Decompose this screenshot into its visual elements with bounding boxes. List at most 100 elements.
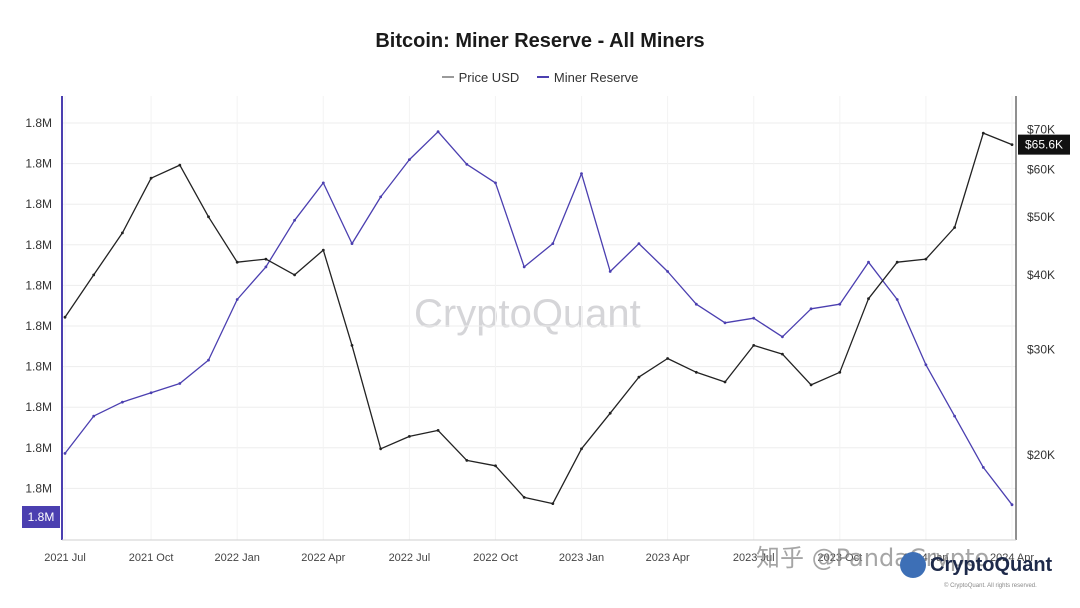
price-usd-line-point xyxy=(408,435,411,438)
x-tick-label: 2022 Jan xyxy=(215,552,260,564)
miner-reserve-line-point xyxy=(666,270,669,273)
miner-reserve-line-point xyxy=(178,382,182,385)
price-usd-line-point xyxy=(207,215,210,219)
price-usd-line-point xyxy=(92,273,96,277)
legend-item-reserve[interactable]: Miner Reserve xyxy=(536,69,639,85)
price-usd-line-point xyxy=(580,447,583,451)
right-tick-label: $60K xyxy=(1027,162,1055,176)
price-usd-line-point xyxy=(551,502,555,505)
miner-reserve-line-point xyxy=(895,298,899,301)
price-usd-line-point xyxy=(924,257,928,261)
left-tick-label: 1.8M xyxy=(25,278,52,292)
price-usd-line-point xyxy=(178,163,182,167)
x-tick-label: 2024 Apr xyxy=(990,552,1034,564)
price-usd-line-point xyxy=(752,344,756,347)
x-tick-label: 2023 Apr xyxy=(646,552,690,564)
right-tick-label: $50K xyxy=(1027,210,1055,224)
miner-reserve-line-point xyxy=(522,265,526,269)
price-usd-line-point xyxy=(350,344,354,347)
miner-reserve-line-point xyxy=(293,218,296,222)
series-layer xyxy=(63,130,1014,507)
price-usd-line-point xyxy=(149,176,153,180)
price-usd-line-point xyxy=(321,248,325,252)
miner-reserve-line-point xyxy=(838,302,842,306)
legend-label-reserve: Miner Reserve xyxy=(553,69,639,85)
price-usd-line-point xyxy=(63,315,67,319)
left-tick-label: 1.8M xyxy=(25,360,52,374)
x-tick-label: 2023 Oct xyxy=(817,552,862,564)
cryptoquant-watermark: CryptoQuant xyxy=(414,292,641,336)
miner-reserve-line-point xyxy=(608,270,612,273)
reserve-last-label: 1.8M xyxy=(28,510,55,524)
miner-reserve-line-point xyxy=(465,162,469,166)
price-last-label: $65.6K xyxy=(1025,138,1063,152)
price-usd-line-point xyxy=(637,375,641,379)
price-usd-line-point xyxy=(867,297,870,301)
axes xyxy=(61,96,1017,541)
left-tick-label: 1.8M xyxy=(25,197,52,211)
price-usd-line-point xyxy=(694,370,698,374)
left-tick-label: 1.8M xyxy=(25,441,52,455)
legend-label-price: Price USD xyxy=(458,69,520,85)
cryptoquant-logo: CryptoQuant xyxy=(900,552,1052,578)
miner-reserve-line-point xyxy=(953,414,956,418)
price-usd-line-point xyxy=(895,260,899,264)
miner-reserve-line-point xyxy=(92,414,96,418)
miner-reserve-line-point xyxy=(63,452,67,455)
price-usd-line-point xyxy=(981,131,985,135)
miner-reserve-line-point xyxy=(321,181,325,185)
miner-reserve-line-point xyxy=(723,321,727,325)
miner-reserve-line-point xyxy=(809,307,813,311)
grid-lines xyxy=(62,96,1016,540)
price-usd-line-point xyxy=(121,231,124,235)
tick-labels: 1.8M 1.8M 1.8M 1.8M 1.8M 1.8M 1.8M 1.8M 1.8M 1.8M… xyxy=(25,116,1055,564)
price-usd-line-point xyxy=(666,357,669,360)
miner-reserve-line-point xyxy=(149,391,153,395)
right-tick-label: $40K xyxy=(1027,268,1055,282)
price-last-badge xyxy=(1018,134,1070,155)
x-tick-label: 2021 Oct xyxy=(129,552,174,564)
legend-swatch-price xyxy=(441,76,454,78)
price-usd-line-point xyxy=(235,260,239,264)
price-usd-line-point xyxy=(809,383,813,387)
miner-reserve-line-point xyxy=(379,195,383,199)
miner-reserve-line-point xyxy=(580,172,583,176)
x-tick-label: 2022 Jul xyxy=(389,552,431,564)
miner-reserve-line-point xyxy=(235,298,239,301)
left-tick-label: 1.8M xyxy=(25,238,52,252)
right-tick-label: $70K xyxy=(1027,122,1055,136)
footer-watermark: 知乎 @PandaCrypto xyxy=(756,544,990,572)
miner-reserve-line-point xyxy=(207,358,210,362)
right-tick-label: $20K xyxy=(1027,448,1055,462)
value-badges: $65.6K 1.8M xyxy=(22,134,1070,528)
miner-reserve-line-point xyxy=(781,335,784,339)
x-tick-label: 2022 Oct xyxy=(473,552,518,564)
left-tick-label: 1.8M xyxy=(25,400,52,414)
price-usd-line-point xyxy=(379,447,383,451)
right-tick-label: $30K xyxy=(1027,343,1055,357)
price-usd-line-point xyxy=(264,257,268,261)
logo-tagline: © CryptoQuant. All rights reserved. xyxy=(944,583,1037,589)
miner-reserve-line-point xyxy=(981,466,985,469)
chart-title: Bitcoin: Miner Reserve - All Miners xyxy=(375,30,705,52)
miner-reserve-line-point xyxy=(1010,503,1014,507)
price-usd-line xyxy=(64,132,1013,505)
price-usd-line-point xyxy=(293,273,296,277)
legend-swatch-reserve xyxy=(536,76,549,78)
miner-reserve-line-point xyxy=(924,363,928,367)
price-usd-line-point xyxy=(723,380,727,384)
left-tick-label: 1.8M xyxy=(25,116,52,130)
legend: Price USD Miner Reserve xyxy=(0,66,1080,85)
miner-reserve-line-point xyxy=(408,158,411,162)
x-tick-label: 2023 Jan xyxy=(559,552,604,564)
miner-reserve-line-point xyxy=(637,242,641,246)
price-usd-line-point xyxy=(953,226,956,229)
x-tick-label: 2022 Apr xyxy=(301,552,345,564)
left-tick-label: 1.8M xyxy=(25,319,52,333)
left-tick-label: 1.8M xyxy=(25,157,52,171)
logo-text: CryptoQuant xyxy=(930,553,1053,576)
legend-item-price[interactable]: Price USD xyxy=(441,69,520,85)
miner-reserve-line-point xyxy=(264,265,268,269)
miner-reserve-line-point xyxy=(436,130,440,134)
